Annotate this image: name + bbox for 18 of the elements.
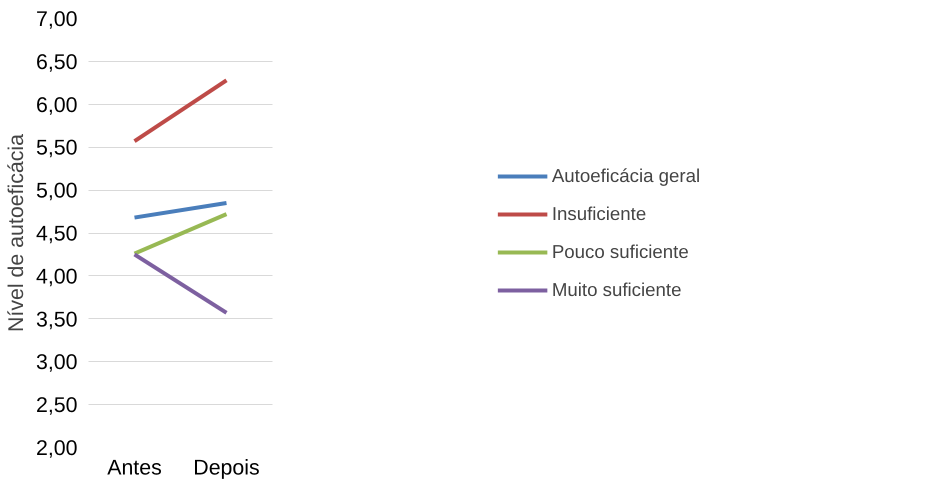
y-tick-label: 5,00 — [36, 178, 78, 203]
x-tick-label: Antes — [107, 456, 162, 480]
y-tick-label: 3,50 — [36, 307, 78, 332]
y-tick-label: 7,00 — [36, 7, 78, 31]
y-tick-label: 3,00 — [36, 350, 78, 374]
y-tick-label: 6,00 — [36, 92, 78, 117]
legend-label: Pouco suficiente — [552, 240, 689, 262]
x-tick-label: Depois — [193, 456, 260, 480]
legend-label: Muito suficiente — [552, 278, 682, 300]
legend-label: Autoeficácia geral — [552, 164, 700, 186]
y-tick-label: 6,50 — [36, 50, 78, 74]
y-tick-label: 2,00 — [36, 436, 78, 460]
y-tick-label: 4,50 — [36, 222, 78, 246]
y-tick-label: 5,50 — [36, 136, 78, 160]
legend-label: Insuficiente — [552, 202, 646, 224]
y-axis-title: Nível de autoeficácia — [4, 134, 28, 332]
y-tick-label: 4,00 — [36, 264, 78, 288]
y-tick-label: 2,50 — [36, 393, 78, 418]
